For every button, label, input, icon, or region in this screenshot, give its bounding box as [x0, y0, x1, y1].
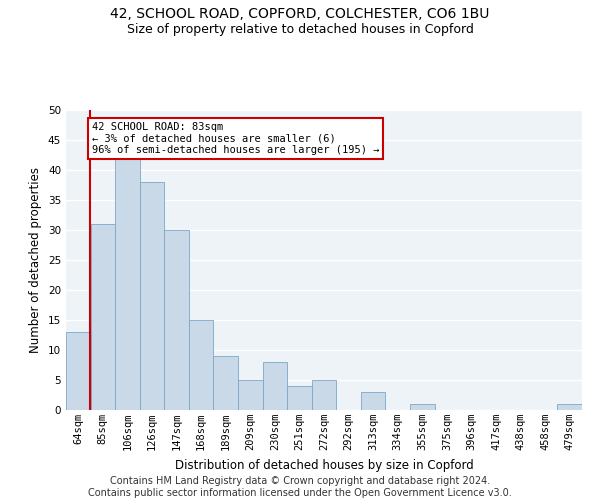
Bar	[287, 386, 312, 410]
Text: Contains HM Land Registry data © Crown copyright and database right 2024.
Contai: Contains HM Land Registry data © Crown c…	[88, 476, 512, 498]
Bar	[214, 356, 238, 410]
Bar	[238, 380, 263, 410]
Text: 42 SCHOOL ROAD: 83sqm
← 3% of detached houses are smaller (6)
96% of semi-detach: 42 SCHOOL ROAD: 83sqm ← 3% of detached h…	[92, 122, 379, 155]
Bar	[312, 380, 336, 410]
Bar	[189, 320, 214, 410]
Text: Size of property relative to detached houses in Copford: Size of property relative to detached ho…	[127, 22, 473, 36]
Bar	[140, 182, 164, 410]
Bar	[66, 332, 91, 410]
X-axis label: Distribution of detached houses by size in Copford: Distribution of detached houses by size …	[175, 458, 473, 471]
Text: 42, SCHOOL ROAD, COPFORD, COLCHESTER, CO6 1BU: 42, SCHOOL ROAD, COPFORD, COLCHESTER, CO…	[110, 8, 490, 22]
Bar	[410, 404, 434, 410]
Bar	[115, 158, 140, 410]
Bar	[361, 392, 385, 410]
Bar	[91, 224, 115, 410]
Y-axis label: Number of detached properties: Number of detached properties	[29, 167, 43, 353]
Bar	[164, 230, 189, 410]
Bar	[557, 404, 582, 410]
Bar	[263, 362, 287, 410]
